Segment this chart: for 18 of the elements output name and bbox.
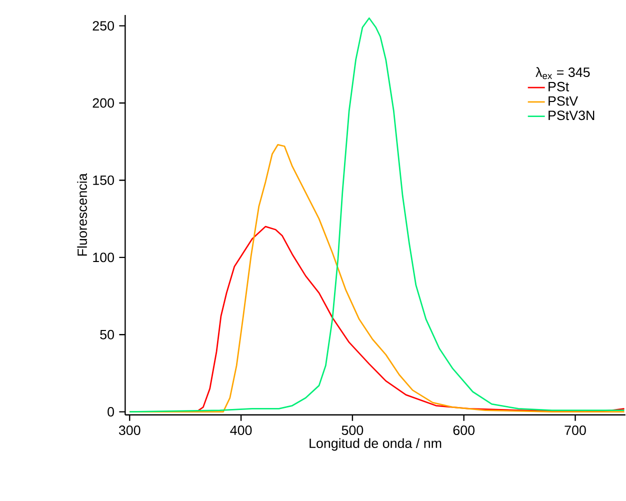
y-tick-label: 100	[93, 252, 114, 262]
x-axis-title: Longitud de onda / nm	[310, 438, 442, 451]
x-tick-label: 600	[453, 426, 475, 436]
y-tick-label: 150	[93, 176, 114, 186]
x-tick-label: 700	[564, 426, 586, 436]
legend-label: PStV3N	[548, 110, 594, 120]
x-tick-label: 500	[342, 426, 364, 436]
y-tick-label: 0	[108, 407, 114, 417]
legend-title: λ$_{ex}$ = 345	[536, 67, 590, 80]
y-tick-label: 250	[92, 21, 114, 31]
x-tick-label: 300	[118, 426, 140, 436]
y-tick-label: 200	[92, 98, 114, 108]
x-tick-label: 400	[230, 426, 252, 436]
line-series	[128, 18, 625, 413]
legend-label: PStV	[548, 96, 578, 106]
y-tick-label: 50	[100, 330, 114, 340]
y-axis-title: Fluorescencia	[77, 173, 87, 256]
legend-label: PSt	[548, 82, 570, 92]
